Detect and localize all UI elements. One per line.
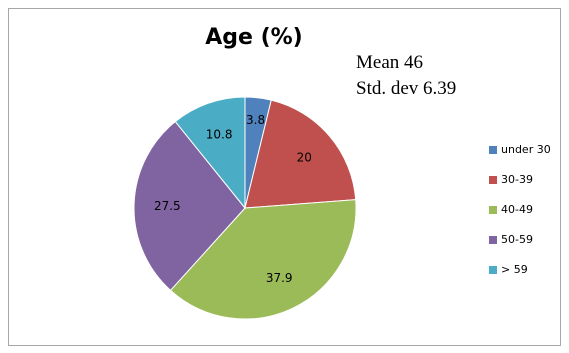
pie-chart: 3.8 20 37.9 27.5 10.8 <box>133 96 357 320</box>
pie-slice-1 <box>244 99 357 209</box>
legend-item-1: 30-39 <box>489 172 551 187</box>
slice-label-0: 3.8 <box>246 113 265 127</box>
legend-item-2: 40-49 <box>489 202 551 217</box>
chart-area: Age (%) Mean 46 Std. dev 6.39 3.8 20 37.9 2… <box>8 8 561 346</box>
annotation-std-dev: Std. dev 6.39 <box>356 78 457 99</box>
chart-title: Age (%) <box>205 25 303 50</box>
slice-label-3: 27.5 <box>154 199 181 213</box>
annotation-mean: Mean 46 <box>356 52 424 73</box>
legend-label-4: > 59 <box>501 263 528 276</box>
pie-slice-4 <box>174 96 246 210</box>
legend-item-3: 50-59 <box>489 232 551 247</box>
legend-swatch-3 <box>489 235 497 244</box>
pie-slice-2 <box>169 199 357 320</box>
slice-label-2: 37.9 <box>266 271 293 285</box>
legend-label-3: 50-59 <box>501 233 533 246</box>
pie-slice-3 <box>133 120 246 292</box>
legend-label-1: 30-39 <box>501 173 533 186</box>
legend-item-0: under 30 <box>489 142 551 157</box>
legend-swatch-1 <box>489 175 497 184</box>
legend: under 30 30-39 40-49 50-59 > 59 <box>489 142 551 292</box>
slice-label-4: 10.8 <box>206 128 233 142</box>
legend-label-0: under 30 <box>501 143 551 156</box>
legend-swatch-4 <box>489 265 497 274</box>
legend-swatch-0 <box>489 145 497 154</box>
legend-item-4: > 59 <box>489 262 551 277</box>
legend-swatch-2 <box>489 205 497 214</box>
slice-label-1: 20 <box>297 151 312 165</box>
legend-label-2: 40-49 <box>501 203 533 216</box>
